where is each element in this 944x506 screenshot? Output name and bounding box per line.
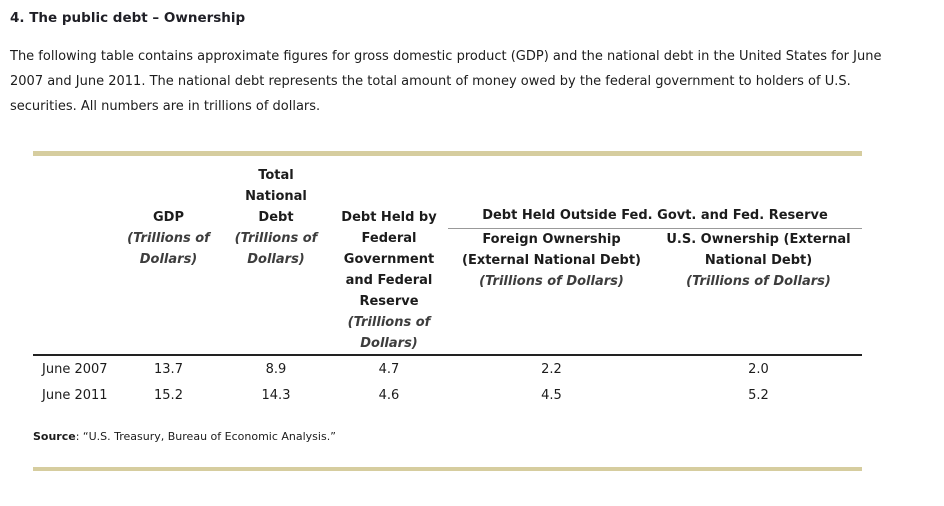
column-title: Debt Held by Federal Government and Fede… — [341, 210, 437, 309]
column-header-foreign-ownership: Foreign Ownership (External National Deb… — [448, 229, 655, 292]
cell-foreign: 2.2 — [541, 361, 562, 377]
cell-total-debt: 8.9 — [265, 361, 287, 377]
column-title: Total National Debt — [245, 168, 307, 225]
source-label: Source — [33, 430, 76, 443]
page-title: 4. The public debt – Ownership — [10, 10, 246, 26]
column-header-gdp: GDP (Trillions of Dollars) — [115, 165, 222, 354]
cell-fed-held: 4.6 — [378, 387, 400, 403]
column-unit: (Trillions of Dollars) — [347, 315, 431, 351]
column-header-us-ownership: U.S. Ownership (External National Debt) … — [655, 229, 862, 292]
table-row: June 2011 15.2 14.3 4.6 4.5 5.2 — [33, 382, 862, 408]
column-unit: (Trillions of Dollars) — [127, 231, 210, 267]
cell-gdp: 15.2 — [154, 387, 183, 403]
table-header-row: GDP (Trillions of Dollars) Total Nationa… — [33, 156, 862, 354]
cell-foreign: 4.5 — [541, 387, 562, 403]
source-note: Source: “U.S. Treasury, Bureau of Econom… — [33, 430, 862, 443]
column-header-empty — [33, 165, 115, 354]
column-title: U.S. Ownership (External National Debt) — [666, 232, 851, 268]
cell-us: 5.2 — [748, 387, 769, 403]
intro-paragraph: The following table contains approximate… — [10, 49, 882, 114]
column-group-outside: Debt Held Outside Fed. Govt. and Fed. Re… — [448, 165, 862, 354]
table-top-rule — [33, 151, 862, 156]
row-label: June 2007 — [42, 361, 108, 377]
column-header-total-national-debt: Total National Debt (Trillions of Dollar… — [222, 165, 330, 354]
cell-total-debt: 14.3 — [261, 387, 291, 403]
column-subheaders: Foreign Ownership (External National Deb… — [448, 229, 862, 292]
column-group-title: Debt Held Outside Fed. Govt. and Fed. Re… — [448, 207, 862, 229]
column-title: GDP — [153, 210, 184, 225]
column-unit: (Trillions of Dollars) — [234, 231, 318, 267]
table-row: June 2007 13.7 8.9 4.7 2.2 2.0 — [33, 356, 862, 382]
column-title: Foreign Ownership (External National Deb… — [462, 232, 641, 268]
source-text: : “U.S. Treasury, Bureau of Economic Ana… — [75, 430, 336, 443]
cell-fed-held: 4.7 — [378, 361, 400, 377]
table-bottom-rule — [33, 467, 862, 471]
cell-gdp: 13.7 — [154, 361, 183, 377]
table-body: June 2007 13.7 8.9 4.7 2.2 2.0 June 2011… — [33, 354, 862, 414]
debt-ownership-table: GDP (Trillions of Dollars) Total Nationa… — [33, 151, 862, 471]
row-label: June 2011 — [42, 387, 108, 403]
column-unit: (Trillions of Dollars) — [686, 274, 831, 289]
column-header-debt-held-fed: Debt Held by Federal Government and Fede… — [330, 165, 448, 354]
column-unit: (Trillions of Dollars) — [479, 274, 624, 289]
cell-us: 2.0 — [748, 361, 769, 377]
